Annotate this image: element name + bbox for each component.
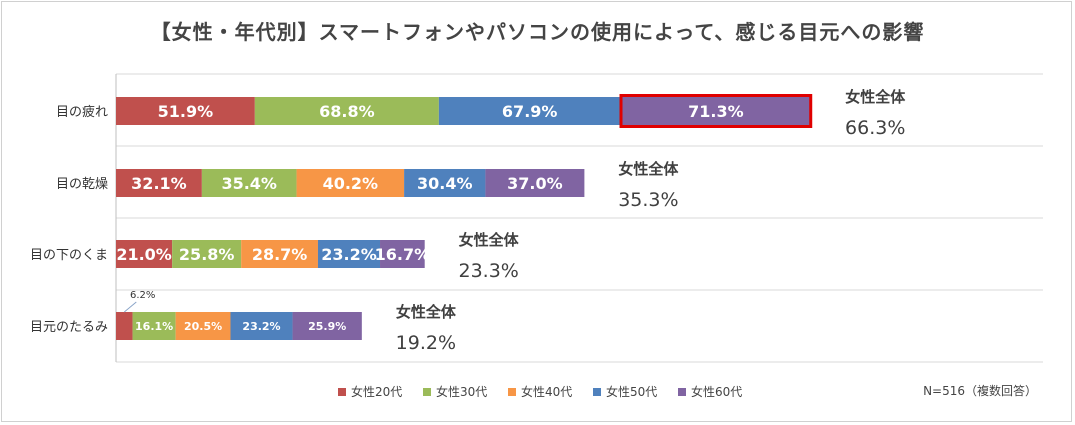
bar-segment: [292, 312, 362, 340]
data-label: 25.8%: [179, 245, 235, 264]
legend-swatch: [593, 388, 601, 396]
legend-entry: 女性40代: [521, 384, 572, 399]
bar-segment: [116, 240, 173, 268]
data-label: 23.2%: [242, 320, 280, 333]
bar-segment: [241, 240, 318, 268]
bar-segment: [404, 169, 486, 197]
bar-segment: [438, 97, 621, 125]
bar-segment: [132, 312, 176, 340]
bar-segment: [620, 97, 812, 125]
data-label: 32.1%: [131, 174, 187, 193]
bar-segment: [485, 169, 585, 197]
bar-segment: [201, 169, 297, 197]
bar-segment: [317, 240, 381, 268]
total-label: 女性全体: [618, 160, 679, 178]
legend-swatch: [678, 388, 686, 396]
total-label: 女性全体: [459, 231, 520, 249]
data-label: 51.9%: [158, 102, 214, 121]
leader-line: [123, 301, 137, 313]
data-label: 16.1%: [135, 320, 173, 333]
data-label: 35.4%: [221, 174, 277, 193]
bar-segment: [296, 169, 405, 197]
bar-segment: [254, 97, 439, 125]
data-label: 67.9%: [502, 102, 558, 121]
total-value: 23.3%: [459, 260, 519, 282]
bar-segment: [175, 312, 231, 340]
legend-entry: 女性60代: [691, 384, 742, 399]
legend-entry: 女性20代: [351, 384, 402, 399]
total-value: 19.2%: [396, 332, 456, 354]
legend-entry: 女性50代: [606, 384, 657, 399]
bar-segment: [116, 312, 133, 340]
bar-segment: [116, 97, 255, 125]
data-label: 23.2%: [321, 245, 377, 264]
total-label: 女性全体: [845, 88, 906, 106]
data-label: 21.0%: [116, 245, 172, 264]
data-label: 25.9%: [308, 320, 346, 333]
data-label: 37.0%: [507, 174, 563, 193]
category-label: 目元のたるみ: [30, 320, 108, 335]
data-label: 16.7%: [375, 245, 431, 264]
sample-size-note: N=516（複数回答）: [923, 384, 1037, 398]
data-label: 68.8%: [319, 102, 375, 121]
data-label: 6.2%: [130, 290, 155, 301]
data-label: 40.2%: [323, 174, 379, 193]
category-label: 目の乾燥: [56, 177, 108, 192]
legend-swatch: [508, 388, 516, 396]
category-label: 目の下のくま: [30, 248, 108, 263]
total-label: 女性全体: [396, 303, 457, 321]
total-value: 35.3%: [618, 189, 678, 211]
bar-segment: [380, 240, 425, 268]
highlight-box: [619, 94, 813, 128]
category-label: 目の疲れ: [56, 104, 108, 120]
legend-swatch: [338, 388, 346, 396]
data-label: 20.5%: [184, 320, 222, 333]
legend-swatch: [423, 388, 431, 396]
total-value: 66.3%: [845, 117, 905, 139]
legend-entry: 女性30代: [436, 384, 487, 399]
data-label: 28.7%: [252, 245, 308, 264]
bar-segment: [230, 312, 293, 340]
data-label: 30.4%: [417, 174, 473, 193]
data-label: 71.3%: [688, 102, 744, 121]
chart-title: 【女性・年代別】スマートフォンやパソコンの使用によって、感じる目元への影響: [150, 20, 925, 44]
bar-segment: [116, 169, 202, 197]
bar-segment: [172, 240, 242, 268]
